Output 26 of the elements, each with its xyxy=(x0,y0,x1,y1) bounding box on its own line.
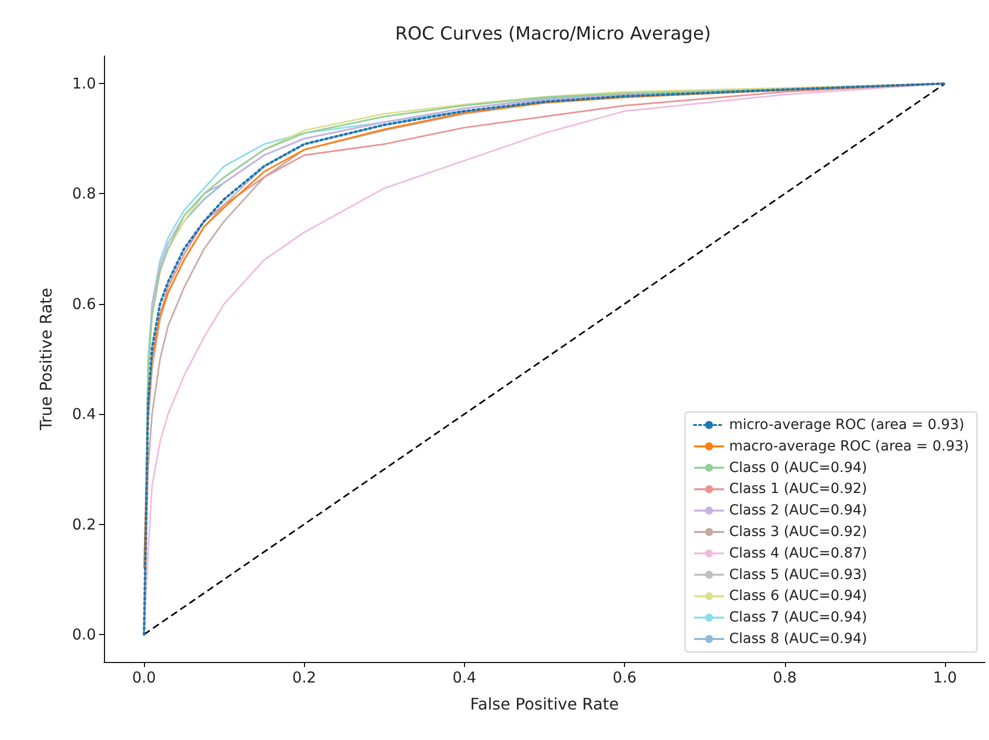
y-tick-label: 0.2 xyxy=(72,515,96,534)
legend-label: Class 1 (AUC=0.92) xyxy=(729,481,868,498)
chart-title: ROC Curves (Macro/Micro Average) xyxy=(395,24,711,44)
y-tick-label: 0.4 xyxy=(72,405,96,424)
x-tick-label: 0.8 xyxy=(772,668,797,686)
legend-label: Class 4 (AUC=0.87) xyxy=(729,545,868,562)
x-tick-label: 0.2 xyxy=(292,668,316,686)
x-tick-label: 0.6 xyxy=(612,668,637,686)
y-tick-label: 0.0 xyxy=(72,625,96,644)
legend-label: Class 0 (AUC=0.94) xyxy=(729,460,868,476)
y-axis-title: True Positive Rate xyxy=(36,288,56,432)
legend-label: Class 5 (AUC=0.93) xyxy=(729,566,868,583)
x-tick-label: 1.0 xyxy=(933,668,957,686)
legend-label: Class 2 (AUC=0.94) xyxy=(729,502,868,519)
y-tick-label: 0.8 xyxy=(72,184,96,203)
legend-label: macro-average ROC (area = 0.93) xyxy=(729,438,969,454)
y-tick-label: 1.0 xyxy=(72,74,96,93)
y-tick-label: 0.6 xyxy=(72,294,96,313)
x-tick-label: 0.4 xyxy=(452,668,476,686)
legend-label: Class 3 (AUC=0.92) xyxy=(729,524,868,540)
x-tick-label: 0.0 xyxy=(132,668,156,686)
legend-label: Class 7 (AUC=0.94) xyxy=(729,610,868,626)
legend-label: Class 8 (AUC=0.94) xyxy=(729,631,868,647)
legend-label: micro-average ROC (area = 0.93) xyxy=(729,417,964,433)
legend-label: Class 6 (AUC=0.94) xyxy=(729,588,868,604)
x-axis-title: False Positive Rate xyxy=(470,694,619,714)
